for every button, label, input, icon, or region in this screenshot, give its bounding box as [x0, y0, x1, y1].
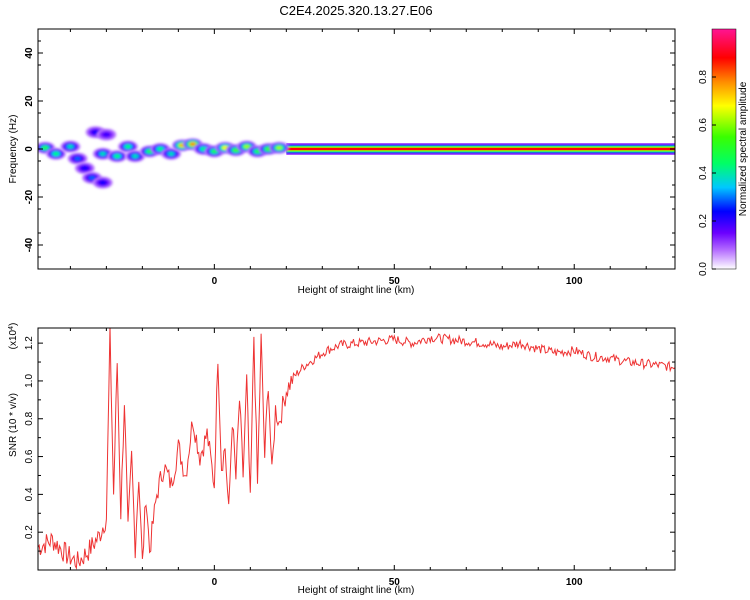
spectral-blob-ring: [211, 149, 218, 154]
spectral-blob-ring: [114, 154, 121, 158]
y-tick-label: 0.8: [24, 411, 35, 425]
spectral-blob: [107, 150, 128, 163]
y-tick-label: -40: [24, 237, 35, 252]
spectral-blob: [67, 152, 88, 165]
spectral-blob-ring: [132, 154, 139, 158]
y-multiplier-exponent: 4: [8, 326, 15, 330]
top-y-ticks: 40 20 0 -20 -40: [24, 40, 675, 258]
y-tick-label: 0.2: [24, 525, 35, 539]
y-multiplier-label: (x104): [8, 323, 20, 350]
x-tick-label: 50: [389, 276, 401, 287]
bottom-x-ticks: 0 50 100: [69, 328, 647, 588]
spectral-blob-ring: [81, 166, 88, 170]
figure-title: C2E4.2025.320.13.27.E06: [279, 3, 432, 18]
snr-frame: [37, 327, 676, 571]
spectral-blob: [92, 176, 113, 189]
colorbar-tick-label: 0.8: [698, 70, 709, 84]
y-tick-label: 1.0: [24, 374, 35, 388]
x-tick-label: 100: [566, 276, 583, 287]
colorbar-gradient: [711, 28, 737, 270]
bottom-y-axis-label: SNR (10 * v/v): [8, 393, 19, 457]
bottom-y-ticks: 0.2 0.4 0.6 0.8 1.0 1.2: [24, 336, 675, 552]
spectral-blob-ring: [88, 176, 95, 180]
spectral-blob-ring: [157, 147, 164, 151]
x-tick-label: 0: [212, 276, 218, 287]
x-tick-label: 100: [566, 577, 583, 588]
spectrogram-image: [38, 126, 675, 189]
colorbar-tick-label: 0.4: [698, 166, 709, 180]
colorbar-tick-label: 0.2: [698, 214, 709, 228]
colorbar-tick-label: 0.0: [698, 262, 709, 276]
spectral-blob-ring: [168, 152, 175, 156]
x-tick-label: 50: [389, 577, 401, 588]
spectral-blob: [92, 147, 113, 160]
spectral-blob-ring: [99, 180, 106, 185]
spectral-blob: [117, 140, 138, 153]
spectral-blob: [74, 162, 95, 175]
spectral-blob-ring: [124, 144, 131, 149]
snr-panel: 0 50 100 0.2 0.4 0.6 0.8 1.0 1.2 Height of stra…: [8, 323, 676, 596]
top-x-axis-label: Height of straight line (km): [298, 285, 415, 296]
spectral-blob-ring: [52, 152, 59, 156]
x-tick-label: 0: [212, 577, 218, 588]
spectral-blob: [161, 147, 182, 160]
colorbar-tick-label: 0.6: [698, 118, 709, 132]
snr-line-series: [38, 328, 675, 570]
spectral-blob-ring: [103, 132, 110, 137]
spectral-blob: [45, 147, 66, 160]
y-tick-label: 0.4: [24, 487, 35, 501]
y-multiplier-prefix: (x10: [8, 329, 19, 349]
spectral-blob: [96, 128, 117, 141]
spectral-blob-ring: [232, 148, 239, 152]
top-x-ticks: 0 50 100: [69, 29, 647, 287]
y-tick-label: 40: [24, 47, 35, 59]
spectral-blob: [60, 140, 81, 153]
y-tick-label: 0: [24, 146, 35, 152]
spectral-band-layer-4: [286, 147, 675, 151]
y-tick-label: -20: [24, 189, 35, 204]
y-tick-label: 1.2: [24, 336, 35, 350]
top-y-axis-label: Frequency (Hz): [8, 115, 19, 184]
spectrogram-panel: 0 50 100 40 20 0 -20 -40 Height of straight li…: [8, 28, 676, 296]
y-tick-label: 20: [24, 95, 35, 107]
spectral-blob-ring: [276, 146, 283, 150]
colorbar-ticks: 0.0 0.2 0.4 0.6 0.8: [698, 70, 716, 276]
spectral-blob-ring: [42, 146, 49, 150]
colorbar: 0.0 0.2 0.4 0.6 0.8 Normalized spectral ampl…: [698, 28, 749, 276]
bottom-x-axis-label: Height of straight line (km): [298, 585, 415, 596]
y-tick-label: 0.6: [24, 449, 35, 463]
spectral-blob-ring: [74, 156, 81, 161]
spectral-blob-ring: [99, 152, 106, 156]
spectral-blob: [269, 141, 290, 154]
colorbar-label: Normalized spectral amplitude: [738, 81, 749, 216]
spectral-blob-ring: [67, 144, 74, 149]
y-multiplier-suffix: ): [8, 323, 19, 326]
spectral-blob-ring: [189, 142, 196, 146]
spectral-blob-ring: [243, 144, 250, 149]
